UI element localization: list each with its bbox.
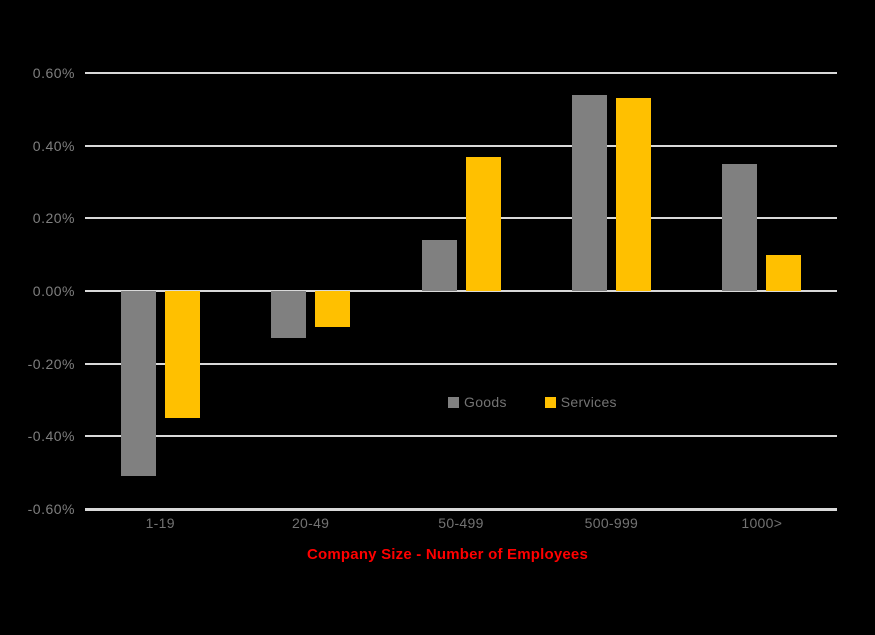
legend-label-goods: Goods [464, 394, 507, 410]
gridline [85, 435, 837, 438]
x-tick-label: 50-499 [438, 515, 484, 531]
bar-services-1-19 [164, 291, 200, 419]
plot-area [85, 72, 837, 511]
x-axis-line [85, 508, 837, 511]
y-tick-label: -0.40% [27, 428, 75, 445]
gridline [85, 362, 837, 365]
bar-services-500-999 [615, 98, 651, 291]
gridline [85, 72, 837, 74]
legend-swatch-services [544, 396, 556, 408]
legend-item-goods: Goods [448, 394, 507, 410]
y-tick-label: 0.60% [32, 65, 75, 81]
bar-services-20-49 [315, 291, 351, 328]
x-tick-label: 500-999 [584, 515, 639, 531]
y-tick-label: 0.20% [32, 210, 75, 227]
legend-item-services: Services [544, 394, 617, 410]
x-tick-label: 20-49 [291, 515, 330, 531]
bar-goods-1-19 [120, 291, 156, 477]
bar-goods-500-999 [571, 94, 607, 291]
gridline [85, 290, 837, 292]
y-tick-label: -0.20% [27, 355, 75, 372]
gridline [85, 144, 837, 147]
x-tick-label: 1-19 [145, 515, 175, 531]
y-tick-label: 0.40% [32, 137, 75, 154]
bar-goods-50-499 [421, 240, 457, 291]
y-tick-label: 0.00% [32, 283, 75, 299]
y-tick-label: -0.60% [27, 501, 75, 517]
x-axis-title: Company Size - Number of Employees [306, 546, 589, 563]
x-tick-label: 1000> [741, 515, 783, 531]
bar-services-1000plus [766, 254, 802, 291]
legend-swatch-goods [448, 396, 459, 408]
legend: Goods Services [448, 394, 617, 410]
bar-services-50-499 [465, 156, 501, 291]
legend-label-services: Services [560, 394, 617, 410]
bar-goods-1000plus [722, 163, 758, 291]
bar-goods-20-49 [271, 291, 307, 339]
gridline [85, 217, 837, 220]
